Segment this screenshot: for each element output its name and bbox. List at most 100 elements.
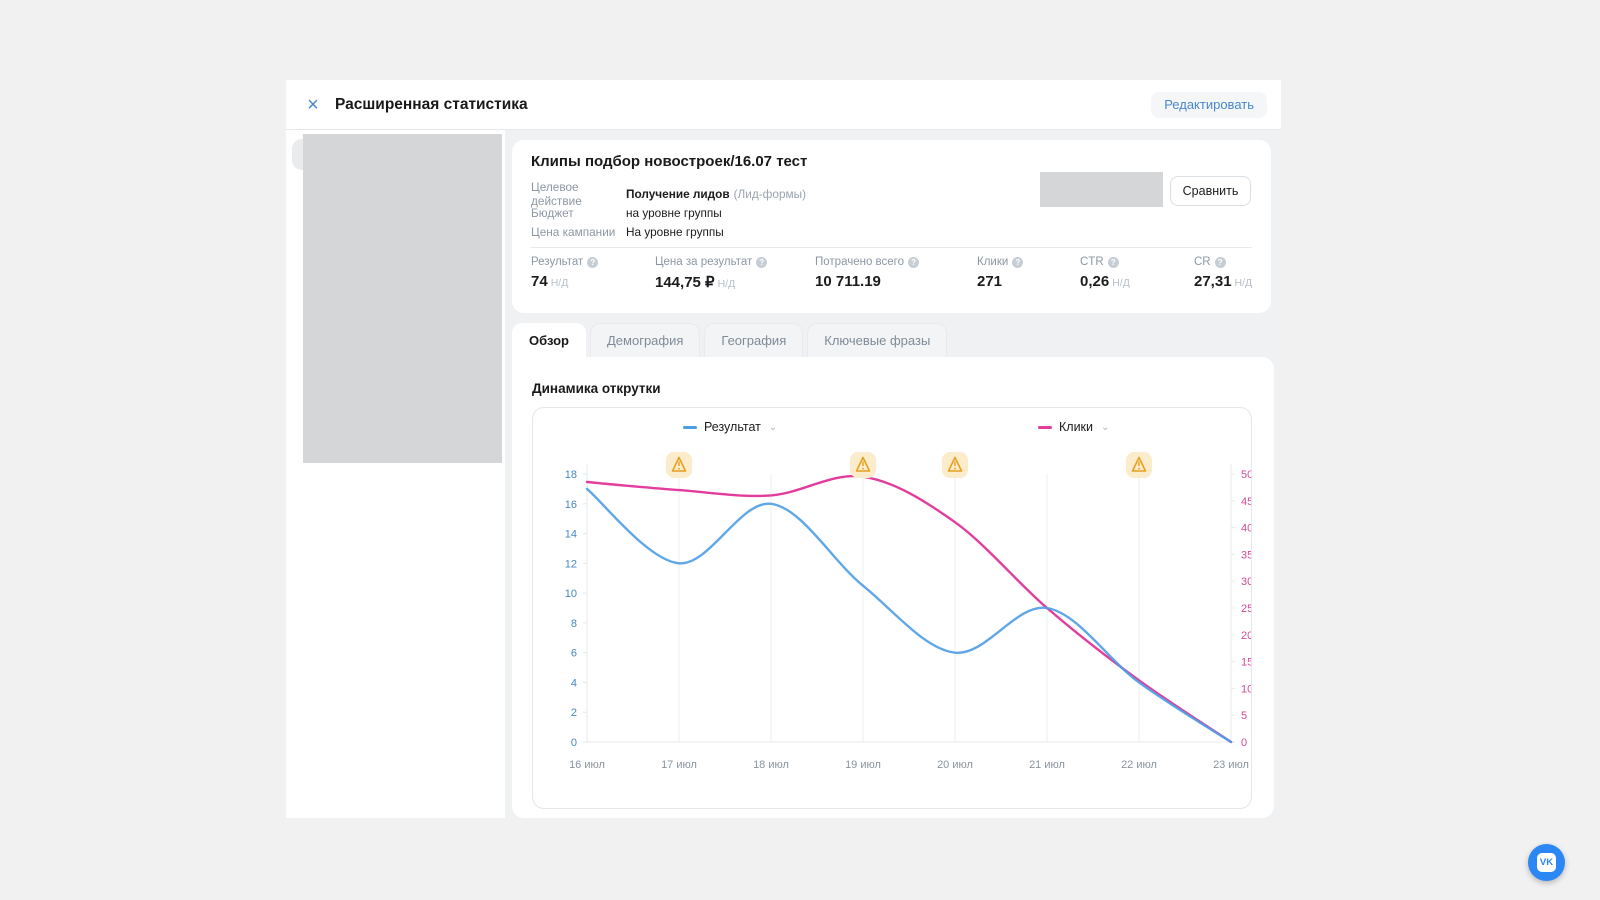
detail-row: Целевое действие Получение лидов (Лид-форм… <box>531 180 807 208</box>
left-axis-label: 14 <box>565 529 577 541</box>
metric-результат: Результат? 74 Н/Д <box>531 256 599 290</box>
edit-button[interactable]: Редактировать <box>1151 92 1267 118</box>
dynamics-chart-card: Результат ⌄ Клики ⌄ 0 2 4 6 8 10 12 14 16 18 0 5 10 15 20… <box>532 407 1252 809</box>
x-axis-label: 20 июл <box>937 759 973 771</box>
x-axis-label: 22 июл <box>1121 759 1157 771</box>
chart-legend: Результат ⌄ Клики ⌄ <box>533 420 1251 438</box>
metric-label: CR? <box>1194 256 1252 268</box>
right-axis-label: 30 <box>1241 576 1251 588</box>
metric-suffix: Н/Д <box>1112 277 1130 289</box>
x-axis-label: 23 июл <box>1213 759 1249 771</box>
clicks-line <box>585 474 1233 744</box>
left-axis-label: 18 <box>565 469 577 481</box>
main-area: Клипы подбор новостроек/16.07 тест Целев… <box>505 130 1281 818</box>
help-icon[interactable]: ? <box>756 256 768 268</box>
right-axis-label: 35 <box>1241 549 1251 561</box>
page-title: Расширенная статистика <box>335 95 528 113</box>
detail-label: Целевое действие <box>531 179 582 208</box>
left-axis-label: 16 <box>565 499 577 511</box>
x-axis-label: 21 июл <box>1029 759 1065 771</box>
result-line <box>585 487 1233 744</box>
campaign-title: Клипы подбор новостроек/16.07 тест <box>531 153 808 170</box>
metric-value: 144,75 ₽ Н/Д <box>655 274 736 291</box>
legend-dash-icon <box>1038 425 1052 429</box>
help-icon[interactable]: ? <box>1107 256 1119 268</box>
left-axis-label: 10 <box>565 588 577 600</box>
help-icon[interactable]: ? <box>587 256 599 268</box>
divider <box>531 247 1252 248</box>
warning-exclaim-dot <box>954 467 956 470</box>
metric-label: Цена за результат? <box>655 256 768 268</box>
vk-logo-icon: VK <box>1537 853 1556 872</box>
metric-цена-за-результат: Цена за результат? 144,75 ₽ Н/Д <box>655 256 768 291</box>
close-icon[interactable]: × <box>307 93 319 116</box>
help-icon[interactable]: ? <box>1012 256 1024 268</box>
metric-label: Результат? <box>531 256 599 268</box>
detail-note: (Лид-формы) <box>733 186 807 201</box>
chevron-down-icon[interactable]: ⌄ <box>1101 421 1110 433</box>
metric-label: Клики? <box>977 256 1024 268</box>
metric-value: 27,31 Н/Д <box>1194 273 1253 290</box>
right-axis-label: 40 <box>1241 523 1251 535</box>
tab-география[interactable]: География <box>704 323 804 357</box>
help-icon[interactable]: ? <box>908 256 920 268</box>
legend-item-clicks[interactable]: Клики ⌄ <box>1038 420 1109 434</box>
left-axis-label: 8 <box>571 618 577 630</box>
sidebar: ‹ <box>286 130 505 818</box>
campaign-header-card: Клипы подбор новостроек/16.07 тест Целев… <box>512 140 1271 313</box>
warning-triangle-icon <box>671 456 687 472</box>
right-axis-label: 50 <box>1241 469 1251 481</box>
warning-triangle-icon <box>1131 456 1147 472</box>
detail-row: Бюджет на уровне группы <box>531 203 806 222</box>
metric-ctr: CTR? 0,26 Н/Д <box>1080 256 1130 290</box>
metric-value: 74 Н/Д <box>531 273 569 290</box>
detail-row: Цена кампании На уровне группы <box>531 222 806 241</box>
detail-value: Получение лидов <box>626 186 730 201</box>
detail-value: На уровне группы <box>626 224 724 239</box>
detail-label: Бюджет <box>531 205 574 220</box>
right-axis-label: 15 <box>1241 657 1251 669</box>
warning-exclaim-dot <box>678 467 680 470</box>
metric-label: CTR? <box>1080 256 1130 268</box>
metric-label: Потрачено всего? <box>815 256 920 268</box>
right-axis-label: 25 <box>1241 603 1251 615</box>
vk-support-fab[interactable]: VK <box>1528 844 1565 881</box>
x-axis-label: 19 июл <box>845 759 881 771</box>
chevron-down-icon[interactable]: ⌄ <box>768 421 778 433</box>
legend-dash-icon <box>683 425 697 429</box>
tab-ключевые-фразы[interactable]: Ключевые фразы <box>807 323 948 357</box>
metric-клики: Клики? 271 <box>977 256 1024 290</box>
metric-потрачено-всего: Потрачено всего? 10 711.19 <box>815 256 920 290</box>
dynamics-chart: 0 2 4 6 8 10 12 14 16 18 0 5 10 15 20 25 30 35 40 45 50 16 ию… <box>565 452 1251 771</box>
warning-exclaim-dot <box>1138 467 1140 470</box>
legend-label: Клики <box>1059 420 1094 434</box>
help-icon[interactable]: ? <box>1214 256 1226 268</box>
tab-bar: Обзор Демография География Ключевые фразы <box>512 323 948 357</box>
detail-value: на уровне группы <box>626 205 722 220</box>
tab-обзор[interactable]: Обзор <box>512 323 586 357</box>
warning-triangle-icon <box>947 456 963 472</box>
metric-value: 271 <box>977 273 1003 290</box>
chart-section-title: Динамика открутки <box>532 381 661 396</box>
left-axis-label: 0 <box>571 737 577 749</box>
left-axis-label: 12 <box>565 558 577 570</box>
extended-statistics-modal: × Расширенная статистика Редактировать ‹… <box>286 80 1565 881</box>
compare-button[interactable]: Сравнить <box>1170 176 1251 206</box>
warning-triangle-icon <box>855 456 871 472</box>
detail-label: Цена кампании <box>531 224 616 239</box>
redacted-control <box>1040 172 1163 207</box>
left-axis-label: 4 <box>571 677 577 689</box>
metric-suffix: Н/Д <box>550 277 569 289</box>
legend-label: Результат <box>704 420 761 434</box>
tab-демография[interactable]: Демография <box>590 323 701 357</box>
overview-panel: Динамика открутки Результат ⌄ Клики ⌄ 0 2 4 6 8… <box>512 357 1274 818</box>
legend-item-result[interactable]: Результат ⌄ <box>683 420 777 434</box>
metric-suffix: Н/Д <box>1234 277 1253 289</box>
left-axis-label: 2 <box>571 707 577 719</box>
campaign-details: Целевое действие Получение лидов (Лид-форм… <box>531 180 807 241</box>
right-axis-label: 45 <box>1241 496 1251 508</box>
right-axis-label: 10 <box>1241 683 1251 695</box>
metric-cr: CR? 27,31 Н/Д <box>1194 256 1252 290</box>
x-axis-label: 16 июл <box>569 759 605 771</box>
right-axis-label: 0 <box>1241 737 1247 749</box>
